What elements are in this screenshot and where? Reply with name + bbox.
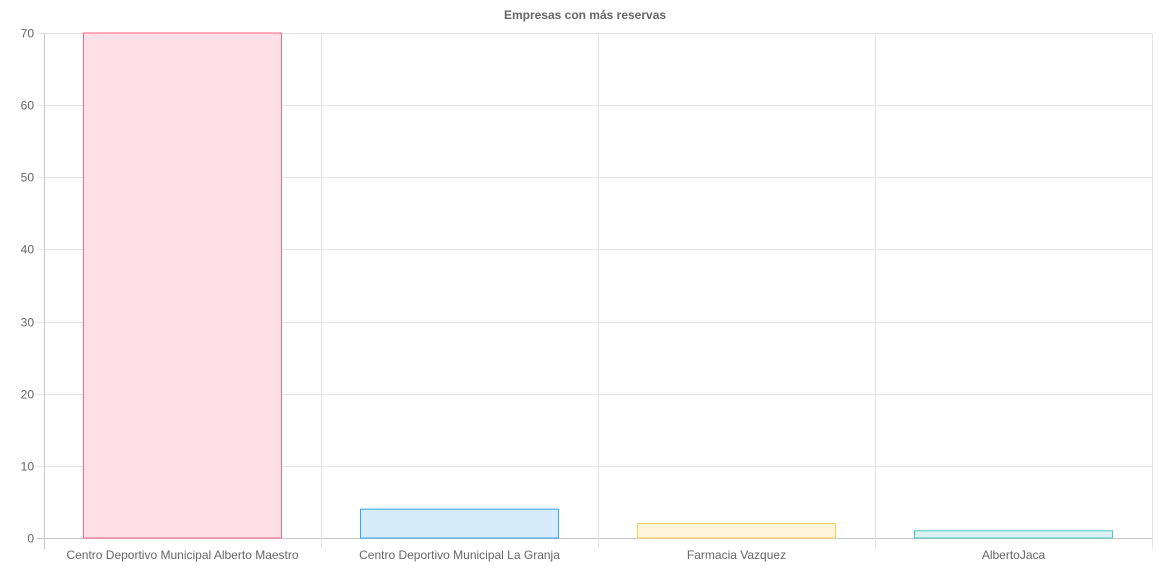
y-tick-label: 60 [21,99,35,113]
y-tick-label: 70 [21,27,35,41]
bar[interactable] [82,32,283,539]
bar[interactable] [913,530,1114,539]
x-tick-label: Centro Deportivo Municipal La Granja [359,548,560,562]
bars [82,32,1114,539]
y-tick-label: 50 [21,171,35,185]
y-tick-label: 20 [21,388,35,402]
x-tick-label: Centro Deportivo Municipal Alberto Maest… [66,548,298,562]
chart-title: Empresas con más reservas [504,8,666,22]
y-tick-label: 10 [21,460,35,474]
x-tick-label: Farmacia Vazquez [687,548,786,562]
y-tick-label: 40 [21,243,35,257]
x-tick-label: AlbertoJaca [982,548,1046,562]
bar[interactable] [359,508,560,539]
bar[interactable] [636,523,837,539]
axes: 0 10 20 30 40 50 60 70 Centro Deportivo Municipa… [21,27,1046,563]
y-tick-label: 0 [27,532,34,546]
y-tick-label: 30 [21,316,35,330]
